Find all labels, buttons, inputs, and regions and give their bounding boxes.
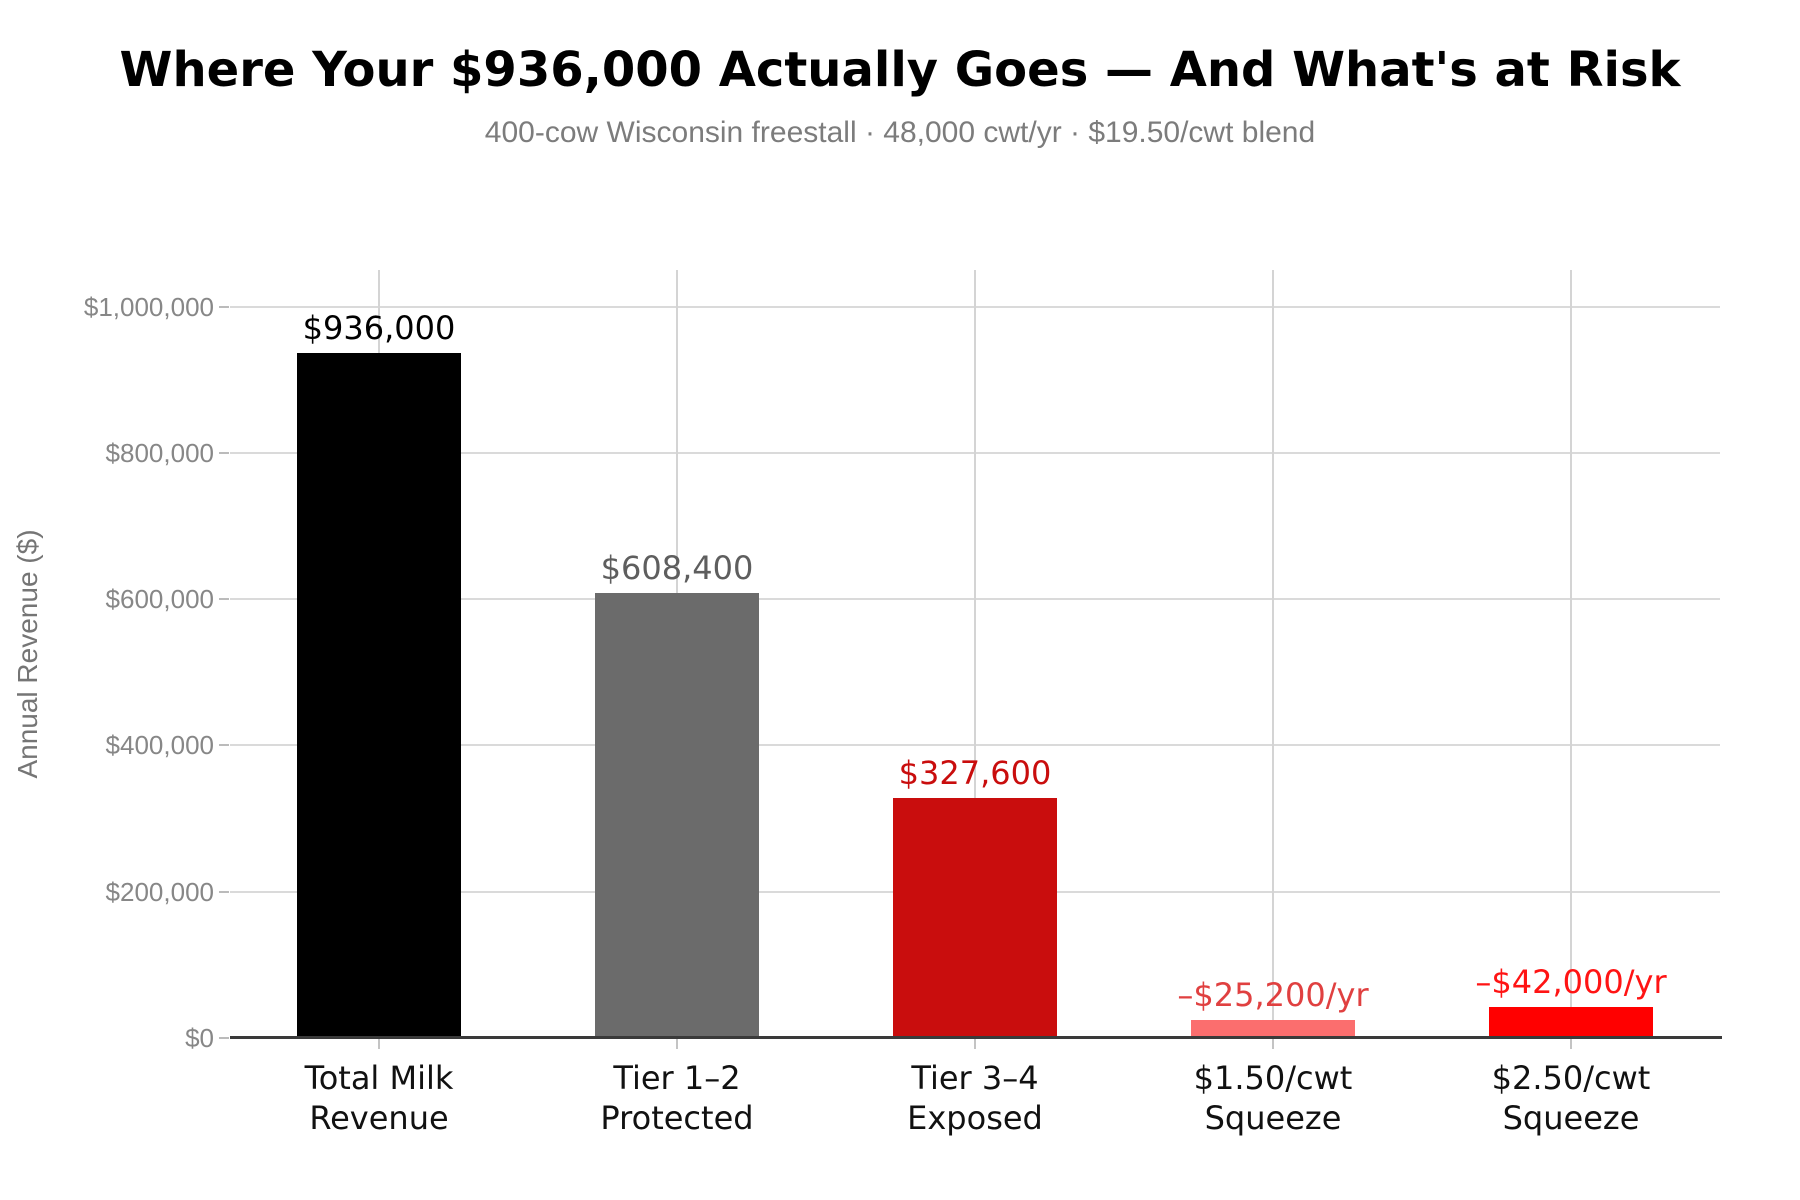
bar-value-label: $936,000	[302, 309, 456, 348]
y-tick-label: $0	[185, 1023, 214, 1053]
bar-2[interactable]	[595, 592, 759, 1038]
category-label: $2.50/cwt Squeeze	[1491, 1059, 1651, 1137]
category-label: Tier 1–2 Protected	[600, 1059, 754, 1137]
x-tick-mark	[1570, 1039, 1572, 1049]
y-tick-mark	[219, 744, 229, 747]
y-tick-mark	[219, 451, 229, 454]
y-tick-label: $1,000,000	[83, 291, 214, 322]
bar-1[interactable]	[297, 353, 461, 1038]
x-tick-mark	[378, 1039, 380, 1049]
chart-subtitle: 400-cow Wisconsin freestall · 48,000 cwt…	[484, 116, 1316, 149]
y-tick-label: $600,000	[105, 584, 214, 615]
chart-title: Where Your $936,000 Actually Goes — And …	[119, 42, 1681, 98]
bar-value-label: $608,400	[600, 548, 754, 587]
x-axis-line	[230, 1036, 1722, 1039]
v-gridline	[974, 270, 976, 1038]
y-tick-mark	[219, 1037, 229, 1039]
bar-5[interactable]	[1489, 1007, 1653, 1038]
v-gridline	[1272, 270, 1274, 1038]
plot-area	[230, 270, 1720, 1038]
bar-3[interactable]	[893, 798, 1057, 1038]
x-tick-mark	[1272, 1039, 1274, 1049]
bar-value-label: $327,600	[898, 754, 1052, 793]
category-label: $1.50/cwt Squeeze	[1193, 1059, 1353, 1137]
category-label: Tier 3–4 Exposed	[907, 1059, 1043, 1137]
y-tick-mark	[219, 598, 229, 601]
y-tick-label: $400,000	[105, 730, 214, 761]
y-tick-label: $200,000	[105, 876, 214, 907]
bar-value-label: –$25,200/yr	[1177, 975, 1369, 1014]
x-tick-mark	[974, 1039, 976, 1049]
bar-4[interactable]	[1191, 1019, 1355, 1038]
y-tick-mark	[219, 305, 229, 308]
category-label: Total Milk Revenue	[304, 1059, 454, 1137]
x-tick-mark	[676, 1039, 678, 1049]
y-tick-mark	[219, 890, 229, 893]
v-gridline	[1570, 270, 1572, 1038]
y-tick-label: $800,000	[105, 437, 214, 468]
bar-value-label: –$42,000/yr	[1475, 963, 1667, 1002]
